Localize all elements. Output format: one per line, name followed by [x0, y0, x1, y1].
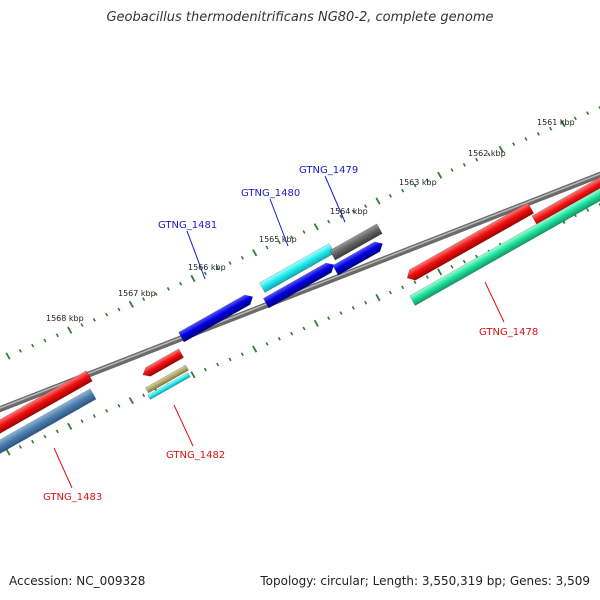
tick-label: 1564 kbp — [330, 207, 368, 216]
tick-label: 1567 kbp — [118, 289, 156, 298]
tick-label: 1563 kbp — [399, 178, 437, 187]
gene-label-gtng-1481[interactable]: GTNG_1481 — [158, 220, 217, 231]
gene-gtng-1479[interactable] — [332, 239, 385, 276]
callout-line-gtng-1483 — [53, 447, 73, 489]
gene-gtng-1478-overlay[interactable] — [409, 186, 600, 306]
tick-label: 1566 kbp — [188, 263, 226, 272]
gene-gtng-1482-overlay-a[interactable] — [145, 364, 189, 394]
gene-gtng-1482-overlay-b[interactable] — [147, 372, 191, 400]
gene-label-gtng-1483[interactable]: GTNG_1483 — [43, 492, 102, 503]
callout-line-gtng-1479 — [324, 175, 346, 223]
tick-label: 1565 kbp — [259, 235, 297, 244]
gene-label-gtng-1479[interactable]: GTNG_1479 — [299, 165, 358, 176]
gene-features — [0, 171, 600, 460]
gene-gtng-1483[interactable] — [0, 370, 93, 440]
gene-label-gtng-1482[interactable]: GTNG_1482 — [166, 450, 225, 461]
gene-gtng-1478-right[interactable] — [531, 171, 600, 227]
tick-label: 1561 kbp — [537, 118, 575, 127]
callout-line-gtng-1481 — [186, 230, 206, 280]
callout-line-gtng-1480 — [269, 198, 289, 247]
gene-gtng-1478[interactable] — [404, 202, 535, 283]
callout-line-gtng-1482 — [173, 404, 194, 447]
gene-gtng-1480[interactable] — [262, 260, 336, 309]
gene-callouts: GTNG_1478 GTNG_1479 GTNG_1480 GTNG_1481 GTNG… — [43, 165, 538, 503]
gene-gtng-1482[interactable] — [140, 348, 185, 379]
gene-gtng-1483-overlay[interactable] — [0, 388, 97, 460]
callout-line-gtng-1478 — [484, 281, 505, 323]
tick-label: 1568 kbp — [46, 314, 84, 323]
genome-backbone — [0, 171, 600, 413]
genome-summary-text: Topology: circular; Length: 3,550,319 bp… — [260, 574, 590, 588]
tick-labels: 1561 kbp 1562 kbp 1563 kbp 1564 kbp 1565 kbp… — [46, 118, 575, 323]
accession-text: Accession: NC_009328 — [9, 574, 146, 588]
page-title: Geobacillus thermodenitrificans NG80-2, … — [106, 10, 494, 25]
gene-label-gtng-1478[interactable]: GTNG_1478 — [479, 327, 538, 338]
gene-gtng-1479-overlay[interactable] — [329, 223, 383, 261]
upper-tick-row — [5, 106, 600, 360]
tick-label: 1562 kbp — [468, 149, 506, 158]
position-ticks — [5, 106, 600, 456]
gene-gtng-1481[interactable] — [178, 292, 256, 343]
gene-label-gtng-1480[interactable]: GTNG_1480 — [241, 188, 300, 199]
